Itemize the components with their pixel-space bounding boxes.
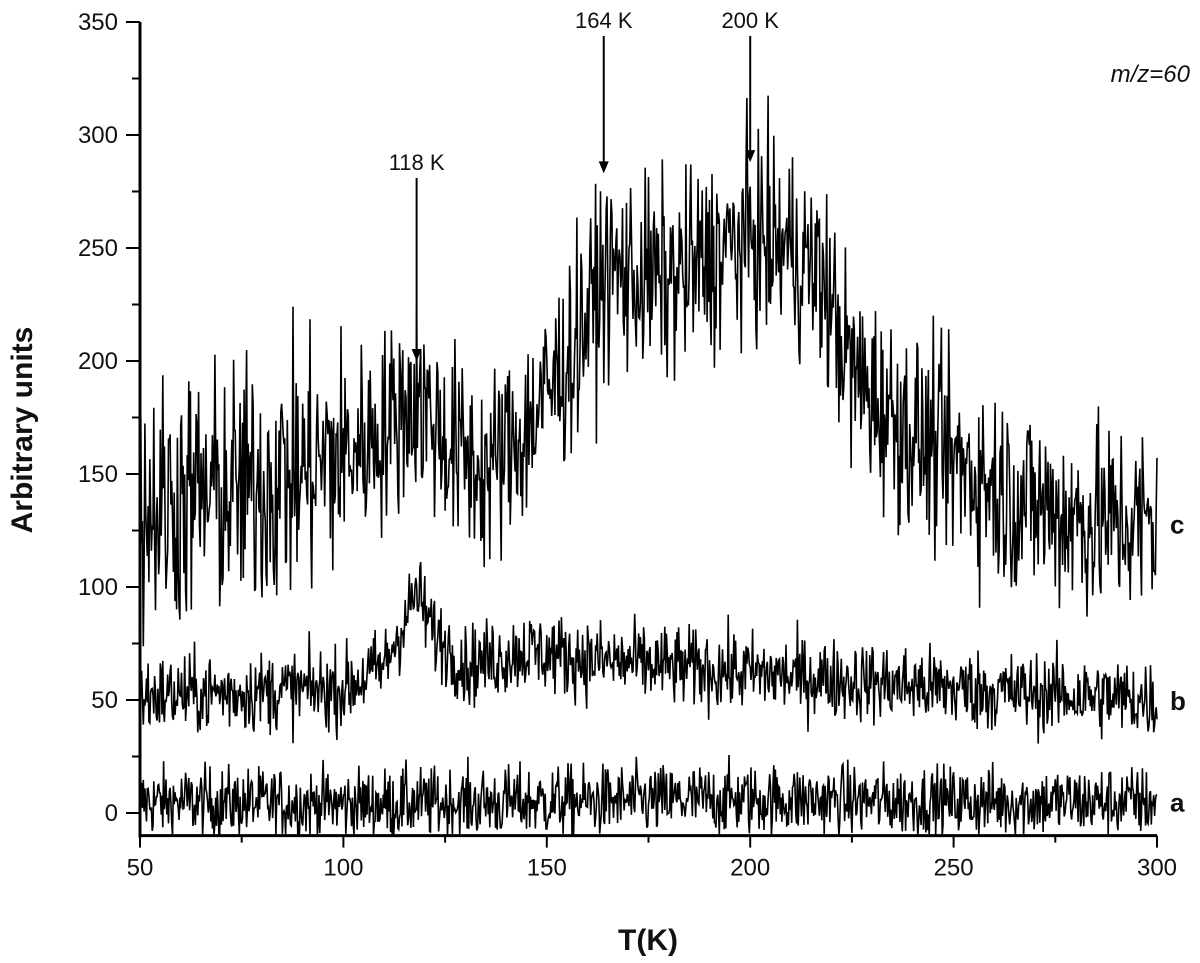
y-tick-label: 150 xyxy=(78,461,118,488)
annotation-arrow-head xyxy=(598,161,609,174)
series-c-line xyxy=(139,95,1158,647)
series-b-line xyxy=(139,561,1158,744)
x-axis-label: T(K) xyxy=(618,924,678,957)
series-label-a: a xyxy=(1170,788,1185,818)
x-tick-label: 300 xyxy=(1137,855,1177,882)
x-tick-label: 250 xyxy=(934,855,974,882)
y-tick-label: 250 xyxy=(78,235,118,262)
y-tick-label: 0 xyxy=(105,800,118,827)
peak-annotation-label: 200 K xyxy=(721,8,779,33)
y-tick-label: 300 xyxy=(78,122,118,149)
y-axis-label: Arbitrary units xyxy=(6,327,39,534)
series-label-c: c xyxy=(1170,510,1184,540)
series-label-b: b xyxy=(1170,686,1186,716)
x-tick-label: 50 xyxy=(127,855,154,882)
x-tick-label: 100 xyxy=(323,855,363,882)
mz-note: m/z=60 xyxy=(1111,61,1191,88)
peak-annotation-label: 164 K xyxy=(575,8,633,33)
peak-annotation-label: 118 K xyxy=(389,150,445,175)
x-tick-label: 150 xyxy=(527,855,567,882)
y-tick-label: 100 xyxy=(78,574,118,601)
annotation-arrow-head xyxy=(745,150,756,163)
annotation-arrow-head xyxy=(411,349,422,361)
y-tick-label: 200 xyxy=(78,348,118,375)
y-tick-label: 350 xyxy=(78,9,118,36)
series-a-line xyxy=(139,754,1158,836)
x-tick-label: 200 xyxy=(730,855,770,882)
y-tick-label: 50 xyxy=(91,687,118,714)
